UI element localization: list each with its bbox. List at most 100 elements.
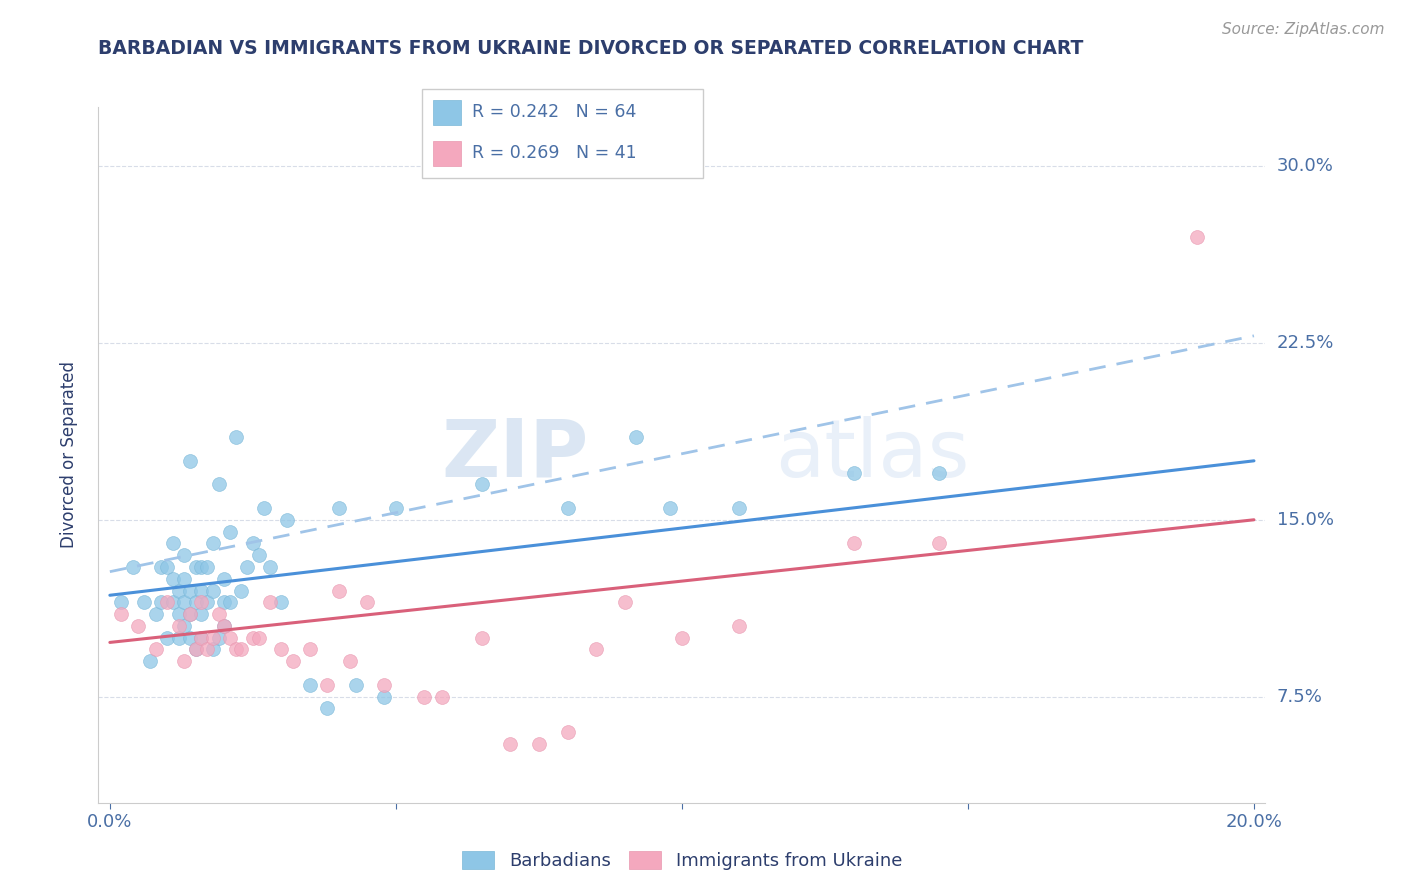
Point	[167, 631, 190, 645]
Point	[173, 572, 195, 586]
Text: Source: ZipAtlas.com: Source: ZipAtlas.com	[1222, 22, 1385, 37]
Point	[242, 631, 264, 645]
Point	[471, 477, 494, 491]
Point	[121, 560, 143, 574]
Point	[167, 583, 190, 598]
Point	[236, 560, 259, 574]
Point	[179, 454, 201, 468]
Point	[270, 642, 292, 657]
Point	[499, 737, 522, 751]
Point	[728, 500, 751, 515]
Point	[299, 678, 322, 692]
Point	[207, 607, 229, 621]
FancyBboxPatch shape	[433, 100, 461, 125]
Text: atlas: atlas	[775, 416, 970, 494]
Point	[214, 595, 236, 609]
Point	[110, 607, 132, 621]
Point	[1185, 229, 1208, 244]
Point	[156, 560, 179, 574]
Point	[156, 595, 179, 609]
FancyBboxPatch shape	[433, 141, 461, 166]
Point	[557, 725, 579, 739]
Point	[659, 500, 682, 515]
Point	[270, 595, 292, 609]
Point	[195, 595, 218, 609]
Point	[184, 560, 207, 574]
Point	[207, 477, 229, 491]
Point	[179, 607, 201, 621]
Point	[207, 631, 229, 645]
Point	[195, 642, 218, 657]
Point	[145, 607, 167, 621]
Point	[231, 642, 253, 657]
Point	[247, 631, 270, 645]
Point	[413, 690, 436, 704]
Point	[328, 583, 350, 598]
Point	[173, 654, 195, 668]
Point	[150, 595, 173, 609]
Point	[179, 607, 201, 621]
Point	[928, 466, 950, 480]
Point	[356, 595, 378, 609]
Point	[242, 536, 264, 550]
Text: BARBADIAN VS IMMIGRANTS FROM UKRAINE DIVORCED OR SEPARATED CORRELATION CHART: BARBADIAN VS IMMIGRANTS FROM UKRAINE DIV…	[98, 39, 1084, 58]
Text: R = 0.269   N = 41: R = 0.269 N = 41	[472, 145, 637, 162]
Point	[928, 536, 950, 550]
Point	[225, 642, 247, 657]
Point	[316, 701, 339, 715]
Point	[281, 654, 304, 668]
Point	[214, 619, 236, 633]
Point	[156, 631, 179, 645]
Point	[184, 595, 207, 609]
Point	[624, 430, 647, 444]
Point	[385, 500, 408, 515]
Legend: Barbadians, Immigrants from Ukraine: Barbadians, Immigrants from Ukraine	[454, 844, 910, 877]
Point	[471, 631, 494, 645]
Point	[527, 737, 550, 751]
Point	[259, 560, 281, 574]
Point	[167, 607, 190, 621]
Point	[150, 560, 173, 574]
Text: ZIP: ZIP	[441, 416, 589, 494]
Point	[190, 631, 212, 645]
Point	[214, 619, 236, 633]
Point	[247, 548, 270, 562]
Point	[134, 595, 156, 609]
Point	[162, 572, 184, 586]
Text: 15.0%: 15.0%	[1277, 511, 1333, 529]
Point	[190, 607, 212, 621]
Point	[316, 678, 339, 692]
Point	[179, 631, 201, 645]
Point	[110, 595, 132, 609]
Point	[201, 583, 224, 598]
Point	[184, 642, 207, 657]
Point	[201, 642, 224, 657]
Point	[231, 583, 253, 598]
Point	[190, 631, 212, 645]
Point	[162, 536, 184, 550]
Point	[328, 500, 350, 515]
Point	[195, 560, 218, 574]
Point	[276, 513, 298, 527]
Y-axis label: Divorced or Separated: Divorced or Separated	[59, 361, 77, 549]
Point	[225, 430, 247, 444]
Point	[339, 654, 361, 668]
Point	[259, 595, 281, 609]
Point	[253, 500, 276, 515]
Point	[219, 631, 242, 645]
Point	[219, 524, 242, 539]
Point	[373, 690, 395, 704]
Point	[842, 466, 865, 480]
Point	[585, 642, 607, 657]
Point	[214, 572, 236, 586]
Point	[179, 583, 201, 598]
Text: 7.5%: 7.5%	[1277, 688, 1323, 706]
Text: 22.5%: 22.5%	[1277, 334, 1334, 351]
Point	[173, 595, 195, 609]
Point	[190, 560, 212, 574]
Point	[299, 642, 322, 657]
Text: 30.0%: 30.0%	[1277, 157, 1333, 175]
Point	[127, 619, 149, 633]
Point	[201, 536, 224, 550]
Point	[219, 595, 242, 609]
